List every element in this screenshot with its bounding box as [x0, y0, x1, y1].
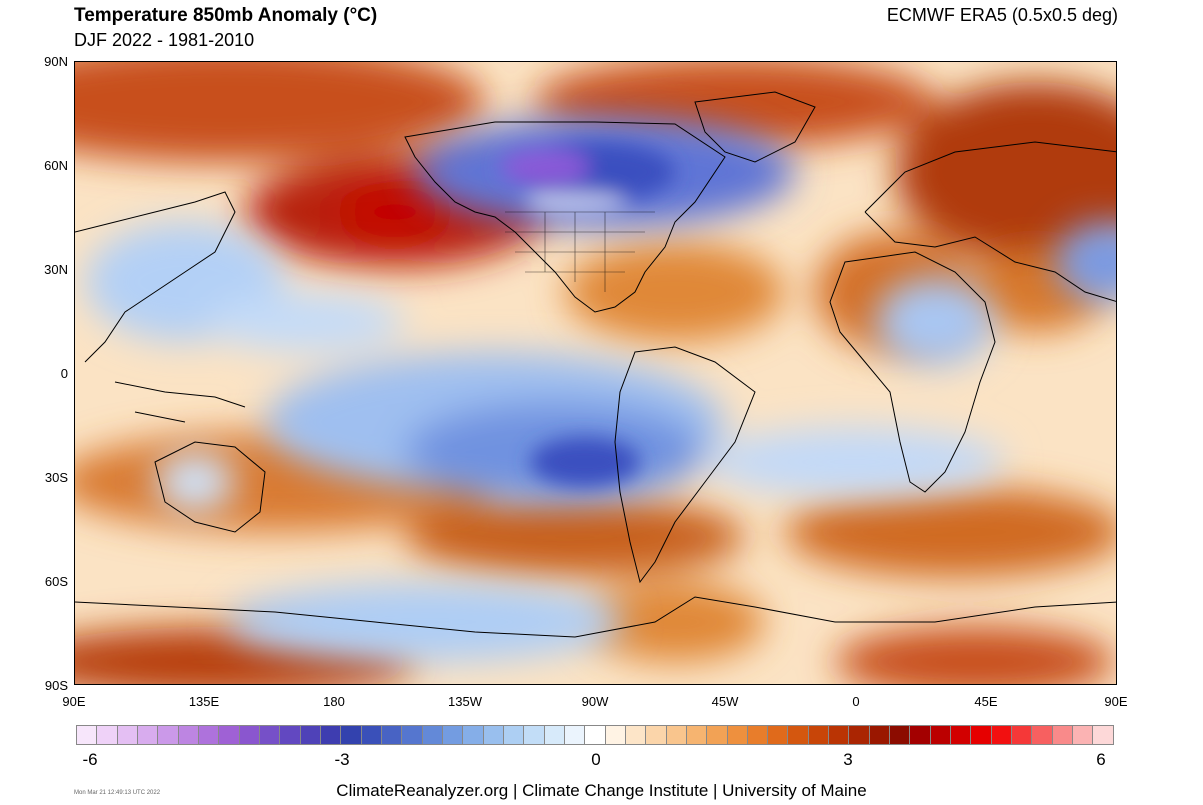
colorbar-cell	[544, 726, 565, 744]
colorbar-cell	[564, 726, 586, 744]
colorbar-cell	[422, 726, 443, 744]
colorbar-cell	[625, 726, 647, 744]
colorbar-cell	[727, 726, 748, 744]
lat-label-30s: 30S	[44, 470, 68, 485]
colorbar-cell	[1012, 726, 1033, 744]
colorbar-cell	[198, 726, 220, 744]
colorbar-cell	[768, 726, 789, 744]
colorbar-cell	[300, 726, 321, 744]
colorbar-cell	[849, 726, 870, 744]
map-subtitle: DJF 2022 - 1981-2010	[74, 30, 255, 50]
anomaly-map	[74, 61, 1117, 685]
colorbar-cell	[910, 726, 931, 744]
coastlines	[75, 91, 1116, 638]
lon-label-45w: 45W	[711, 694, 739, 709]
colorbar-cell	[971, 726, 992, 744]
lon-label-0: 0	[852, 694, 860, 709]
colorbar-cell	[829, 726, 850, 744]
colorbar-cell	[158, 726, 179, 744]
colorbar-cell	[320, 726, 342, 744]
colorbar-cell	[381, 726, 403, 744]
lat-label-90n: 90N	[44, 54, 68, 69]
lon-label-90e-right: 90E	[1104, 694, 1128, 709]
colorbar-cell	[605, 726, 626, 744]
lat-label-60s: 60S	[44, 574, 68, 589]
colorbar-cell	[991, 726, 1013, 744]
colorbar-cell	[402, 726, 423, 744]
colorbar-cell	[361, 726, 382, 744]
colorbar-cell	[97, 726, 118, 744]
colorbar-label-neg3: -3	[334, 750, 350, 769]
colorbar-cell	[178, 726, 199, 744]
colorbar-cell	[808, 726, 830, 744]
colorbar-cell	[747, 726, 769, 744]
colorbar-cell	[442, 726, 464, 744]
credits-footer: ClimateReanalyzer.org | Climate Change I…	[336, 781, 867, 800]
colorbar-cell	[341, 726, 362, 744]
colorbar-cell	[280, 726, 301, 744]
colorbar-cell	[219, 726, 240, 744]
lon-label-180: 180	[323, 694, 345, 709]
lat-label-60n: 60N	[44, 158, 68, 173]
colorbar-cell	[1032, 726, 1053, 744]
colorbar-cell	[930, 726, 952, 744]
colorbar-cell	[1052, 726, 1074, 744]
timestamp: Mon Mar 21 12:49:13 UTC 2022	[74, 790, 161, 796]
colorbar-label-min: -6	[82, 750, 98, 769]
lat-label-0: 0	[60, 366, 68, 381]
colorbar-label-zero: 0	[591, 750, 601, 769]
colorbar-cell	[239, 726, 260, 744]
anomaly-map-canvas	[75, 62, 1116, 684]
colorbar-label-max: 6	[1096, 750, 1106, 769]
colorbar-cell	[646, 726, 667, 744]
data-source: ECMWF ERA5 (0.5x0.5 deg)	[886, 5, 1118, 25]
colorbar-cell	[137, 726, 159, 744]
colorbar-cell	[524, 726, 545, 744]
lon-label-90e: 90E	[62, 694, 86, 709]
lon-label-45e: 45E	[974, 694, 998, 709]
lat-label-90s: 90S	[44, 678, 68, 693]
color-scale-bar	[76, 725, 1114, 745]
colorbar-cell	[585, 726, 606, 744]
colorbar-cell	[483, 726, 504, 744]
lon-label-135w: 135W	[448, 694, 482, 709]
colorbar-cell	[666, 726, 687, 744]
colorbar-cell	[869, 726, 891, 744]
colorbar-cell	[890, 726, 911, 744]
colorbar-cell	[707, 726, 728, 744]
colorbar-cell	[951, 726, 972, 744]
lon-label-90w: 90W	[581, 694, 609, 709]
colorbar-cell	[259, 726, 281, 744]
colorbar-cell	[77, 726, 98, 744]
map-title: Temperature 850mb Anomaly (°C)	[74, 5, 378, 26]
colorbar-cell	[1073, 726, 1094, 744]
lat-label-30n: 30N	[44, 262, 68, 277]
colorbar-cell	[788, 726, 809, 744]
colorbar-cell	[503, 726, 525, 744]
colorbar-cell	[463, 726, 484, 744]
lon-label-135e: 135E	[188, 694, 220, 709]
colorbar-cell	[1093, 726, 1113, 744]
colorbar-cell	[686, 726, 708, 744]
colorbar-label-pos3: 3	[843, 750, 853, 769]
colorbar-cell	[117, 726, 138, 744]
